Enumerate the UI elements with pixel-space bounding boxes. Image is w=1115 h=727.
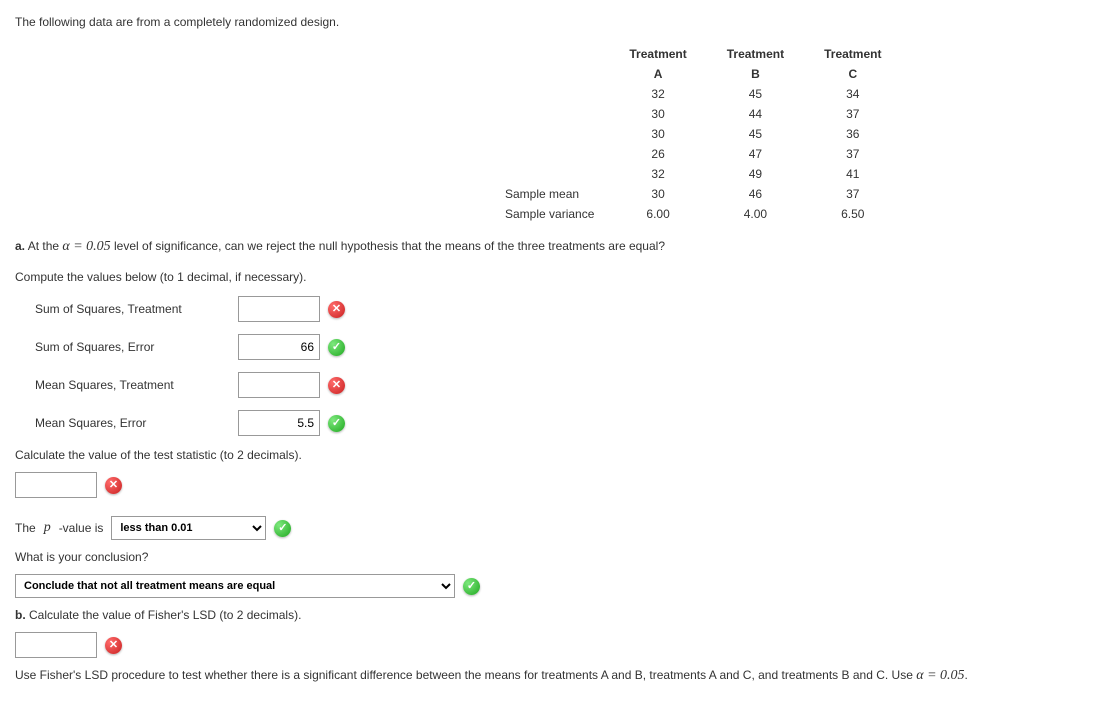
check-icon: ✓ xyxy=(328,415,345,432)
ms-error-label: Mean Squares, Error xyxy=(35,416,230,430)
table-row: 32 45 34 xyxy=(485,84,901,104)
ss-error-label: Sum of Squares, Error xyxy=(35,340,230,354)
variance-row: Sample variance 6.00 4.00 6.50 xyxy=(485,204,901,224)
p-value-suffix: -value is xyxy=(59,521,104,535)
conclusion-select[interactable]: Conclude that not all treatment means ar… xyxy=(15,574,455,598)
ms-treatment-input[interactable] xyxy=(238,372,320,398)
header-c: Treatment xyxy=(804,44,901,64)
ss-treatment-input[interactable] xyxy=(238,296,320,322)
ms-error-input[interactable] xyxy=(238,410,320,436)
check-icon: ✓ xyxy=(274,520,291,537)
p-value-prefix: The xyxy=(15,521,36,535)
table-row: 32 49 41 xyxy=(485,164,901,184)
x-icon: ✕ xyxy=(328,301,345,318)
question-b: b. Calculate the value of Fisher's LSD (… xyxy=(15,608,1100,622)
fisher-lsd-text: Use Fisher's LSD procedure to test wheth… xyxy=(15,668,1100,684)
alpha-expr: α = 0.05 xyxy=(62,239,110,254)
subheader-b: B xyxy=(707,64,804,84)
calc-stat-text: Calculate the value of the test statisti… xyxy=(15,448,1100,462)
test-stat-input[interactable] xyxy=(15,472,97,498)
part-a-prefix: a. xyxy=(15,239,25,253)
check-icon: ✓ xyxy=(463,578,480,595)
question-a: a. At the α = 0.05 level of significance… xyxy=(15,239,1100,255)
subheader-a: A xyxy=(609,64,706,84)
ss-treatment-label: Sum of Squares, Treatment xyxy=(35,302,230,316)
check-icon: ✓ xyxy=(328,339,345,356)
subheader-c: C xyxy=(804,64,901,84)
header-a: Treatment xyxy=(609,44,706,64)
intro-text: The following data are from a completely… xyxy=(15,15,1100,29)
p-italic: p xyxy=(44,520,51,536)
table-row: 30 45 36 xyxy=(485,124,901,144)
ms-treatment-label: Mean Squares, Treatment xyxy=(35,378,230,392)
header-b: Treatment xyxy=(707,44,804,64)
table-row: 26 47 37 xyxy=(485,144,901,164)
ss-error-input[interactable] xyxy=(238,334,320,360)
conclusion-question: What is your conclusion? xyxy=(15,550,1100,564)
compute-instructions: Compute the values below (to 1 decimal, … xyxy=(15,270,1100,284)
x-icon: ✕ xyxy=(105,477,122,494)
table-row: 30 44 37 xyxy=(485,104,901,124)
x-icon: ✕ xyxy=(105,637,122,654)
p-value-select[interactable]: less than 0.01 xyxy=(111,516,266,540)
lsd-input[interactable] xyxy=(15,632,97,658)
part-b-prefix: b. xyxy=(15,608,26,622)
x-icon: ✕ xyxy=(328,377,345,394)
alpha-expr-2: α = 0.05 xyxy=(916,668,964,683)
mean-row: Sample mean 30 46 37 xyxy=(485,184,901,204)
data-table: Treatment Treatment Treatment A B C 32 4… xyxy=(485,44,901,224)
